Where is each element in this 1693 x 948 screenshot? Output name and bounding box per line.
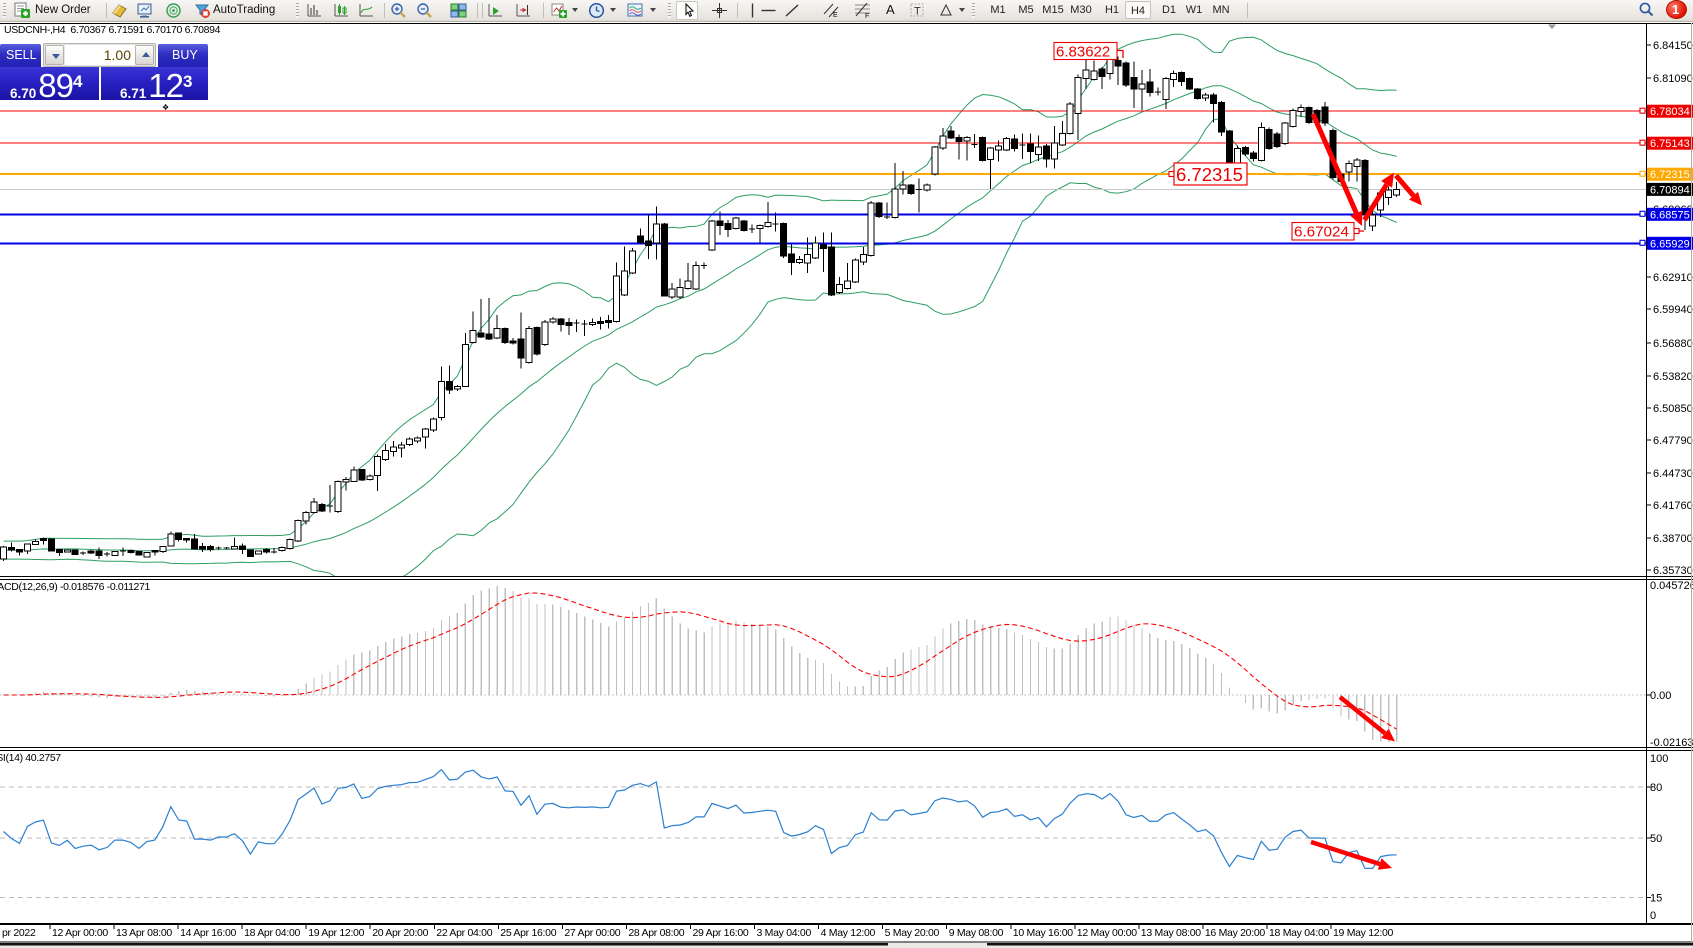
svg-text:6.38700: 6.38700 xyxy=(1653,533,1693,545)
svg-text:13 May 08:00: 13 May 08:00 xyxy=(1141,927,1201,939)
svg-text:0.045726: 0.045726 xyxy=(1650,580,1693,592)
svg-text:6.35730: 6.35730 xyxy=(1653,565,1693,577)
svg-text:F: F xyxy=(865,13,869,19)
svg-text:RSI(14) 40.2757: RSI(14) 40.2757 xyxy=(0,752,61,764)
svg-text:6.65929: 6.65929 xyxy=(1650,238,1690,250)
svg-text:6.67024: 6.67024 xyxy=(1294,224,1349,241)
svg-text:6.81090: 6.81090 xyxy=(1653,73,1693,85)
svg-text:9 May 08:00: 9 May 08:00 xyxy=(949,927,1004,939)
svg-text:50: 50 xyxy=(1650,833,1662,845)
svg-text:6.56880: 6.56880 xyxy=(1653,338,1693,350)
svg-text:6.41760: 6.41760 xyxy=(1653,500,1693,512)
svg-text:6.44730: 6.44730 xyxy=(1653,468,1693,480)
svg-text:MACD(12,26,9) -0.018576 -0.011: MACD(12,26,9) -0.018576 -0.011271 xyxy=(0,581,151,593)
svg-text:100: 100 xyxy=(1650,753,1668,765)
svg-text:20 Apr 20:00: 20 Apr 20:00 xyxy=(372,927,428,939)
svg-text:T: T xyxy=(914,6,921,18)
svg-text:0.00: 0.00 xyxy=(1650,690,1671,702)
svg-text:15: 15 xyxy=(1650,893,1662,905)
svg-text:28 Apr 08:00: 28 Apr 08:00 xyxy=(628,927,684,939)
svg-text:22 Apr 04:00: 22 Apr 04:00 xyxy=(436,927,492,939)
svg-text:5 May 20:00: 5 May 20:00 xyxy=(885,927,940,939)
svg-text:6.70894: 6.70894 xyxy=(1650,184,1690,196)
svg-text:18 Apr 04:00: 18 Apr 04:00 xyxy=(244,927,300,939)
svg-text:6.83622: 6.83622 xyxy=(1056,44,1110,61)
svg-text:29 Apr 16:00: 29 Apr 16:00 xyxy=(693,927,749,939)
svg-text:0: 0 xyxy=(1650,910,1656,922)
svg-text:6.50850: 6.50850 xyxy=(1653,403,1693,415)
svg-text:18 May 04:00: 18 May 04:00 xyxy=(1269,927,1329,939)
svg-text:USDCNH-,H4 6.70367 6.71591 6.: USDCNH-,H4 6.70367 6.71591 6.70170 6.708… xyxy=(4,24,221,36)
svg-text:19 May 12:00: 19 May 12:00 xyxy=(1333,927,1393,939)
svg-text:16 May 20:00: 16 May 20:00 xyxy=(1205,927,1265,939)
svg-text:6.47790: 6.47790 xyxy=(1653,435,1693,447)
svg-text:4 May 12:00: 4 May 12:00 xyxy=(821,927,876,939)
svg-text:19 Apr 12:00: 19 Apr 12:00 xyxy=(308,927,364,939)
svg-text:6.62910: 6.62910 xyxy=(1653,272,1693,284)
svg-text:6.78034: 6.78034 xyxy=(1650,106,1690,118)
svg-text:6.75143: 6.75143 xyxy=(1650,138,1690,150)
svg-text:14 Apr 16:00: 14 Apr 16:00 xyxy=(180,927,236,939)
svg-text:6.68575: 6.68575 xyxy=(1650,209,1690,221)
svg-text:27 Apr 00:00: 27 Apr 00:00 xyxy=(564,927,620,939)
svg-text:12 May 00:00: 12 May 00:00 xyxy=(1077,927,1137,939)
svg-text:E: E xyxy=(833,12,838,19)
svg-text:3 May 04:00: 3 May 04:00 xyxy=(757,927,812,939)
svg-text:6.72315: 6.72315 xyxy=(1650,169,1690,181)
svg-text:6.53820: 6.53820 xyxy=(1653,371,1693,383)
svg-text:10 May 16:00: 10 May 16:00 xyxy=(1013,927,1073,939)
svg-text:80: 80 xyxy=(1650,782,1662,794)
svg-text:13 Apr 08:00: 13 Apr 08:00 xyxy=(116,927,172,939)
svg-text:-0.021639: -0.021639 xyxy=(1650,737,1693,749)
svg-text:25 Apr 16:00: 25 Apr 16:00 xyxy=(500,927,556,939)
svg-text:pr 2022: pr 2022 xyxy=(2,927,36,939)
svg-text:6.84150: 6.84150 xyxy=(1653,40,1693,52)
svg-text:6.59940: 6.59940 xyxy=(1653,304,1693,316)
svg-text:12 Apr 00:00: 12 Apr 00:00 xyxy=(52,927,108,939)
svg-text:6.72315: 6.72315 xyxy=(1176,164,1243,185)
